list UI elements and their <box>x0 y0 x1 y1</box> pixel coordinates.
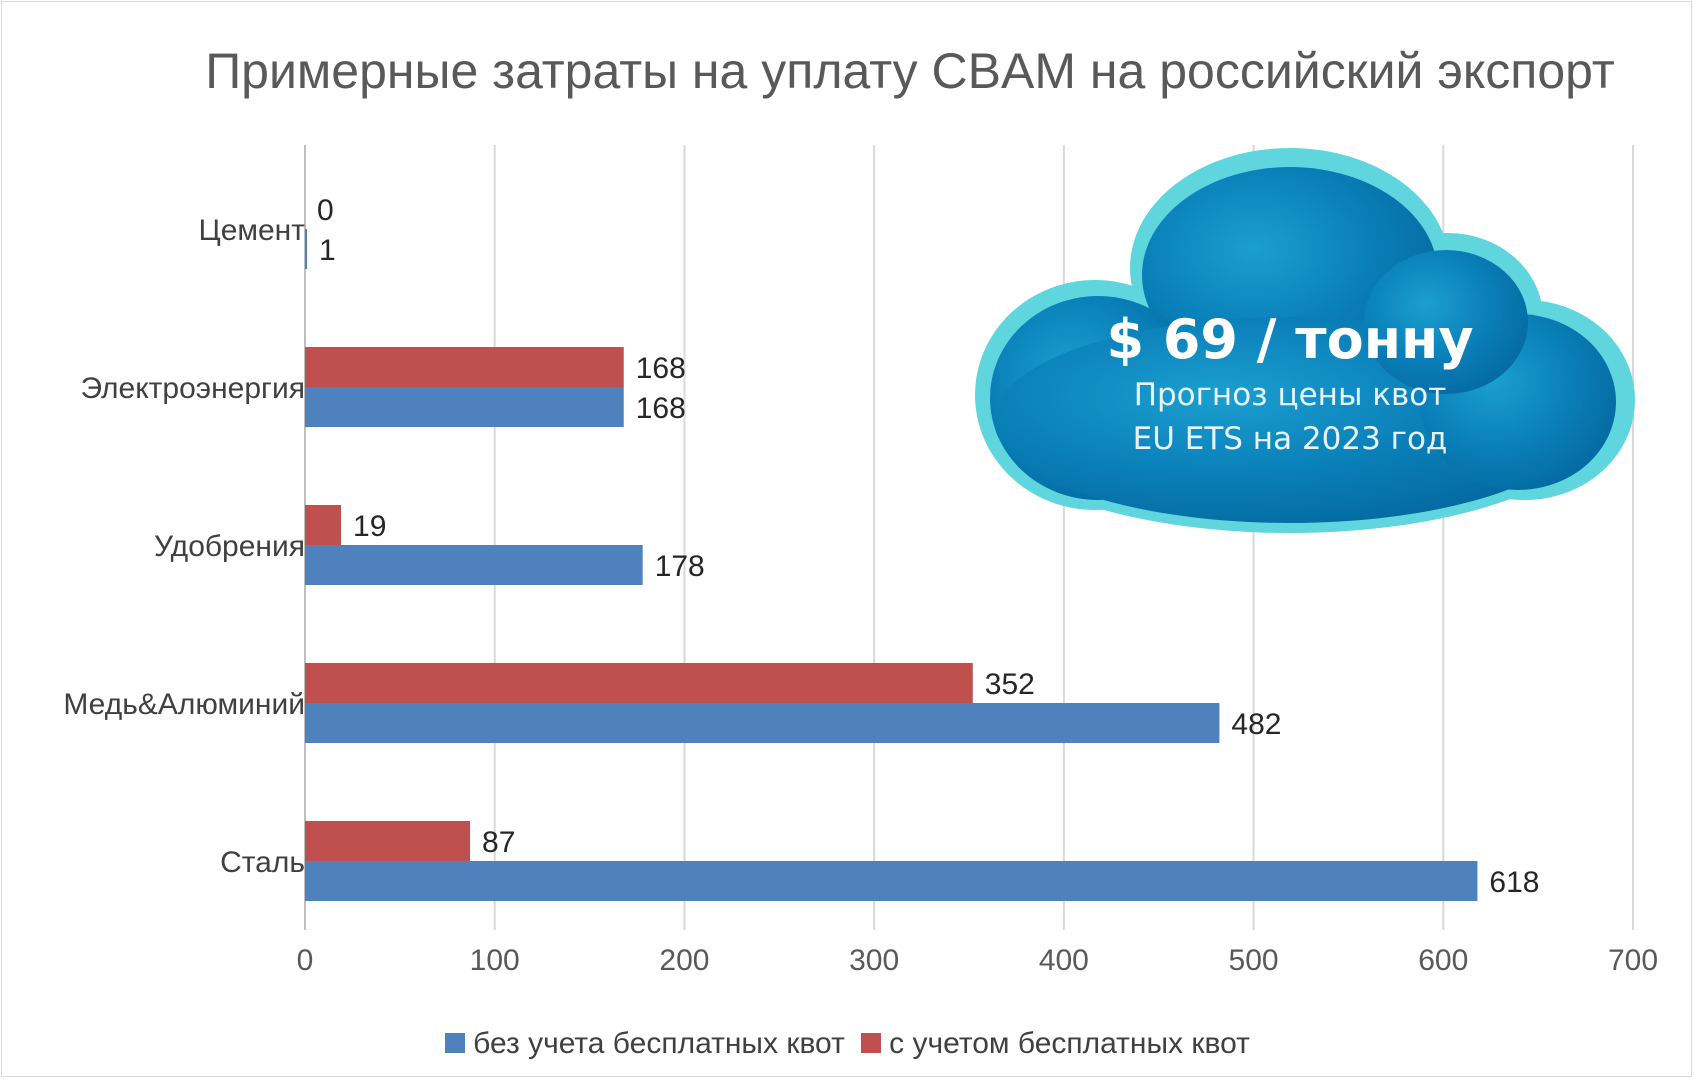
legend-item-without-quotas: без учета бесплатных квот <box>445 1027 845 1061</box>
legend-swatch-red <box>861 1033 882 1054</box>
x-tick-label-600: 600 <box>1418 944 1468 977</box>
x-tick-label-300: 300 <box>849 944 899 977</box>
bar-electricity-with-quotas <box>305 347 624 387</box>
bar-copper-aluminium-without-quotas <box>305 703 1220 743</box>
bar-fertilizers-with-quotas <box>305 505 342 545</box>
x-tick-label-400: 400 <box>1039 944 1089 977</box>
legend-label-with-quotas: с учетом бесплатных квот <box>889 1027 1250 1060</box>
x-tick-label-500: 500 <box>1229 944 1279 977</box>
bar-copper-aluminium-with-quotas <box>305 663 973 703</box>
x-tick-label-100: 100 <box>470 944 520 977</box>
chart-title: Примерные затраты на уплату CBAM на росс… <box>205 43 1615 99</box>
cloud-line2: EU ETS на 2023 год <box>1133 421 1448 457</box>
category-label-fertilizers: Удобрения <box>154 530 305 563</box>
legend-label-without-quotas: без учета бесплатных квот <box>473 1027 845 1060</box>
legend-item-with-quotas: с учетом бесплатных квот <box>861 1027 1250 1061</box>
category-label-electricity: Электроэнергия <box>80 372 305 405</box>
data-label-fertilizers-with-quotas: 19 <box>353 510 386 543</box>
bar-fertilizers-without-quotas <box>305 545 643 585</box>
category-label-steel: Сталь <box>220 846 305 879</box>
data-label-cement-with-quotas: 0 <box>317 194 334 227</box>
data-label-electricity-without-quotas: 168 <box>636 392 686 425</box>
data-label-cement-without-quotas: 1 <box>319 234 336 267</box>
data-label-copper-aluminium-with-quotas: 352 <box>985 668 1035 701</box>
data-label-copper-aluminium-without-quotas: 482 <box>1231 708 1281 741</box>
cloud-price: $ 69 / тонну <box>1106 308 1473 371</box>
data-label-steel-with-quotas: 87 <box>482 826 515 859</box>
bar-steel-without-quotas <box>305 861 1478 901</box>
x-tick-label-0: 0 <box>297 944 314 977</box>
data-label-fertilizers-without-quotas: 178 <box>655 550 705 583</box>
category-label-copper-aluminium: Медь&Алюминий <box>63 688 305 721</box>
data-label-steel-without-quotas: 618 <box>1489 866 1539 899</box>
bar-cement-without-quotas <box>305 229 307 269</box>
cloud-line1: Прогноз цены квот <box>1134 377 1447 413</box>
x-tick-label-700: 700 <box>1608 944 1658 977</box>
legend: без учета бесплатных квот с учетом беспл… <box>0 1027 1695 1061</box>
bar-electricity-without-quotas <box>305 387 624 427</box>
category-label-cement: Цемент <box>199 214 306 247</box>
price-cloud: $ 69 / тонну Прогноз цены квот EU ETS на… <box>975 148 1635 533</box>
x-tick-label-200: 200 <box>659 944 709 977</box>
legend-swatch-blue <box>445 1033 466 1054</box>
data-label-electricity-with-quotas: 168 <box>636 352 686 385</box>
bar-steel-with-quotas <box>305 821 471 861</box>
